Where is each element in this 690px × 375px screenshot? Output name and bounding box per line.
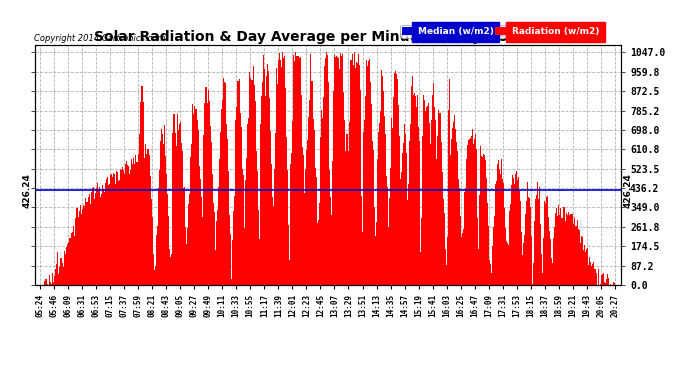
Legend: Median (w/m2), Radiation (w/m2): Median (w/m2), Radiation (w/m2): [400, 26, 601, 38]
Text: 426.24: 426.24: [624, 173, 633, 208]
Title: Solar Radiation & Day Average per Minute  Wed Jul 9  20:31: Solar Radiation & Day Average per Minute…: [94, 30, 562, 44]
Text: 426.24: 426.24: [23, 173, 32, 208]
Text: Copyright 2014 Cartronics.com: Copyright 2014 Cartronics.com: [34, 34, 166, 43]
